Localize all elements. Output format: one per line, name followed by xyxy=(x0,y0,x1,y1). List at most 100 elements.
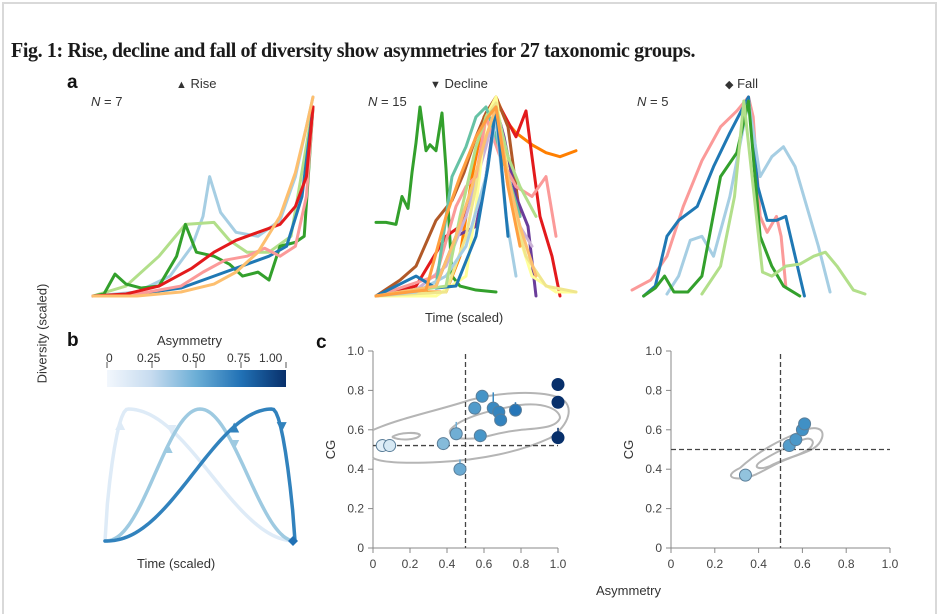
decline-title: ▼ Decline xyxy=(430,76,488,91)
n-value: = 5 xyxy=(650,94,669,109)
colorbar xyxy=(107,370,286,387)
x-tick-label: 0.8 xyxy=(513,557,530,571)
diversity-curve-s13 xyxy=(374,105,538,298)
diversity-curve-s5 xyxy=(91,105,315,298)
diversity-curve-s1 xyxy=(91,95,315,298)
y-tick-label: 0.4 xyxy=(645,462,662,476)
cg-axis-label: CG xyxy=(621,440,636,460)
asymmetry-schematic xyxy=(103,362,298,546)
fall-title-text: Fall xyxy=(737,76,759,91)
diversity-curve-s7 xyxy=(374,95,578,298)
scatter-point xyxy=(738,468,752,482)
y-tick-label: 0.6 xyxy=(347,423,364,437)
n-symbol: N xyxy=(91,94,101,109)
diversity-curve-s4 xyxy=(642,99,802,298)
x-tick-label: 0 xyxy=(668,557,675,571)
n-value: = 7 xyxy=(104,94,123,109)
panel-a-time-label: Time (scaled) xyxy=(425,310,504,325)
rise-marker-icon xyxy=(162,443,173,454)
density-contour xyxy=(372,391,570,464)
decline-plot xyxy=(374,95,578,298)
x-tick-label: 0.4 xyxy=(750,557,767,571)
scatter-point xyxy=(798,417,812,431)
figure-title: Fig. 1: Rise, decline and fall of divers… xyxy=(11,38,696,62)
colorbar-title: Asymmetry xyxy=(157,333,222,348)
colorbar-tick: 0.25 xyxy=(137,351,161,365)
x-tick-label: 0.2 xyxy=(706,557,723,571)
y-tick-label: 1.0 xyxy=(347,344,364,358)
rise-marker-icon xyxy=(229,422,240,433)
decline-marker-icon xyxy=(229,440,240,451)
x-tick-label: 0.8 xyxy=(838,557,855,571)
decline-triangle-icon: ▼ xyxy=(430,79,441,91)
colorbar-tick: 0.75 xyxy=(227,351,251,365)
schematic-curve xyxy=(103,407,297,543)
scatter-left: 0 0.2 0.4 0.6 0.8 1.0 0 0.2 0.4 0.6 0.8 1.0 CG xyxy=(323,344,570,571)
diversity-curve-s7 xyxy=(91,95,315,298)
colorbar-tick: 1.00 xyxy=(259,351,283,365)
n-symbol: N xyxy=(368,94,378,109)
x-tick-label: 0.2 xyxy=(402,557,419,571)
diversity-curve-s15 xyxy=(374,105,522,298)
x-tick-label: 0.6 xyxy=(794,557,811,571)
y-tick-label: 0 xyxy=(655,541,662,555)
fall-plot xyxy=(630,95,867,298)
decline-n-label: N = 15 xyxy=(368,94,407,109)
rise-title: ▲ Rise xyxy=(176,76,217,91)
scatter-point xyxy=(494,413,508,427)
fall-n-label: N = 5 xyxy=(637,94,668,109)
panel-c-letter: c xyxy=(316,332,327,353)
scatter-point xyxy=(508,403,522,417)
x-tick-label: 1.0 xyxy=(550,557,567,571)
cg-axis-label: CG xyxy=(323,440,338,460)
x-tick-label: 0 xyxy=(370,557,377,571)
diversity-curve-s3 xyxy=(665,99,832,296)
panel-b-time-label: Time (scaled) xyxy=(137,556,216,571)
diversity-curve-s2 xyxy=(642,95,806,298)
schematic-curve xyxy=(103,407,297,543)
scatter-point xyxy=(475,389,489,403)
scatter-point xyxy=(436,437,450,451)
rise-plot xyxy=(91,95,315,298)
diversity-curve-s4 xyxy=(374,95,522,298)
diversity-curve-s3 xyxy=(91,105,315,298)
colorbar-tick: 0 xyxy=(106,351,113,365)
density-contour xyxy=(391,431,422,441)
diversity-curve-s14 xyxy=(374,105,538,298)
rise-triangle-icon: ▲ xyxy=(176,79,187,91)
y-tick-label: 0.6 xyxy=(645,423,662,437)
scatter-point xyxy=(473,429,487,443)
scatter-point xyxy=(449,427,463,441)
decline-marker-icon xyxy=(166,425,177,436)
rise-n-label: N = 7 xyxy=(91,94,122,109)
rise-marker-icon xyxy=(115,419,126,430)
fall-marker-icon xyxy=(288,536,298,546)
scatter-right: 0 0.2 0.4 0.6 0.8 1.0 0 0.2 0.4 0.6 0.8 1.0 CG xyxy=(621,344,899,571)
diversity-curve-s2 xyxy=(91,105,315,298)
x-tick-label: 0.4 xyxy=(439,557,456,571)
scatter-point xyxy=(453,462,467,476)
scatter-point xyxy=(789,433,803,447)
n-value: = 15 xyxy=(381,94,407,109)
scatter-point xyxy=(468,401,482,415)
fall-title: ◆ Fall xyxy=(725,76,758,91)
x-tick-label: 0.6 xyxy=(476,557,493,571)
scatter-point xyxy=(383,439,397,453)
y-tick-label: 0.4 xyxy=(347,462,364,476)
diversity-curve-s1 xyxy=(374,105,498,294)
panel-b-letter: b xyxy=(67,330,79,351)
panel-a-letter: a xyxy=(67,72,78,93)
diversity-curve-s4 xyxy=(91,105,315,298)
scatter-point xyxy=(551,431,565,445)
diversity-curve-s12 xyxy=(374,105,510,298)
y-tick-label: 1.0 xyxy=(645,344,662,358)
n-symbol: N xyxy=(637,94,647,109)
diversity-curve-s6 xyxy=(91,105,315,298)
decline-title-text: Decline xyxy=(444,76,488,91)
fall-diamond-icon: ◆ xyxy=(725,79,734,91)
x-tick-label: 1.0 xyxy=(882,557,899,571)
colorbar-tick: 0.50 xyxy=(182,351,206,365)
rise-title-text: Rise xyxy=(190,76,217,91)
schematic-curve xyxy=(103,407,297,543)
